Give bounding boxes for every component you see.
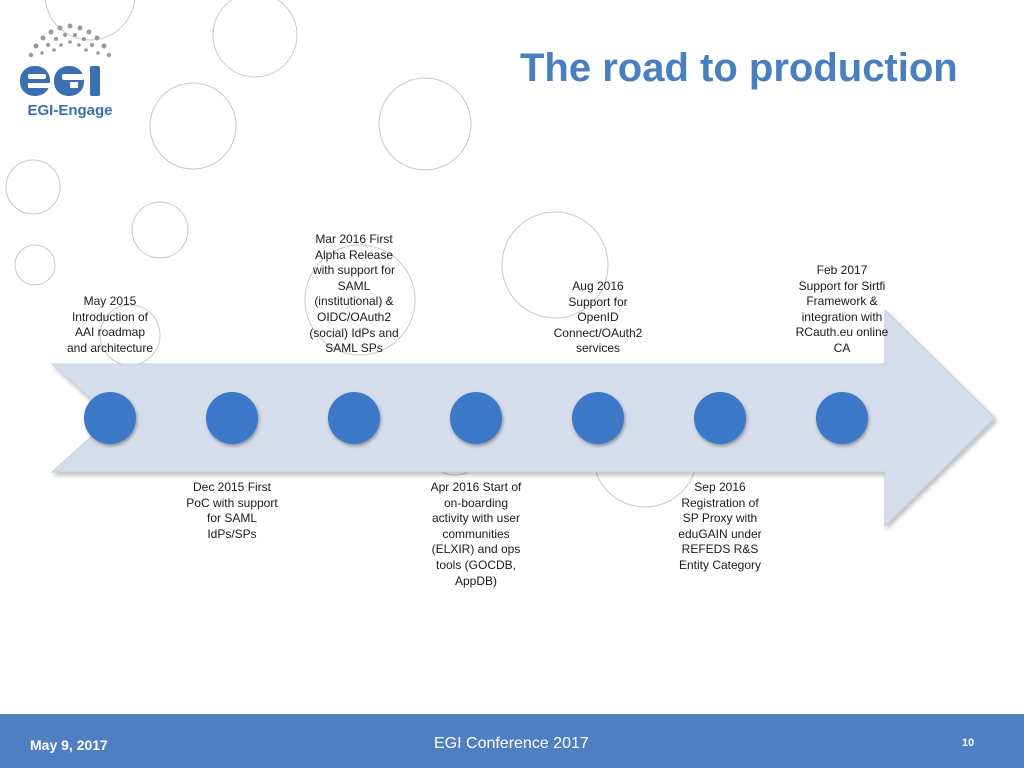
egi-logo <box>20 23 112 96</box>
page-number: 10 <box>962 737 975 749</box>
footer-bar: May 9, 2017 EGI Conference 2017 10 <box>0 714 1024 768</box>
milestone-dot-may-2015 <box>84 392 136 444</box>
footer-date: May 9, 2017 <box>30 737 108 753</box>
milestone-dec-2015: Dec 2015 First PoC with support for SAML… <box>186 480 278 541</box>
milestone-may-2015: May 2015 Introduction of AAI roadmap and… <box>66 294 154 355</box>
milestone-dot-mar-2016 <box>328 392 380 444</box>
logo-text: EGI-Engage <box>27 102 113 119</box>
milestone-aug-2016: Aug 2016 Support for OpenID Connect/OAut… <box>553 279 643 356</box>
milestone-mar-2016: Mar 2016 First Alpha Release with suppor… <box>309 232 399 356</box>
milestone-dot-feb-2017 <box>816 392 868 444</box>
footer-conference: EGI Conference 2017 <box>434 735 589 752</box>
milestone-dot-dec-2015 <box>206 392 258 444</box>
milestone-dot-sep-2016 <box>694 392 746 444</box>
slide-title: The road to production <box>520 46 958 90</box>
milestone-sep-2016: Sep 2016 Registration of SP Proxy with e… <box>678 480 762 572</box>
milestone-apr-2016: Apr 2016 Start of on-boarding activity w… <box>430 480 522 588</box>
milestone-dot-apr-2016 <box>450 392 502 444</box>
milestone-feb-2017: Feb 2017 Support for Sirtfi Framework & … <box>795 263 889 355</box>
milestone-dot-aug-2016 <box>572 392 624 444</box>
